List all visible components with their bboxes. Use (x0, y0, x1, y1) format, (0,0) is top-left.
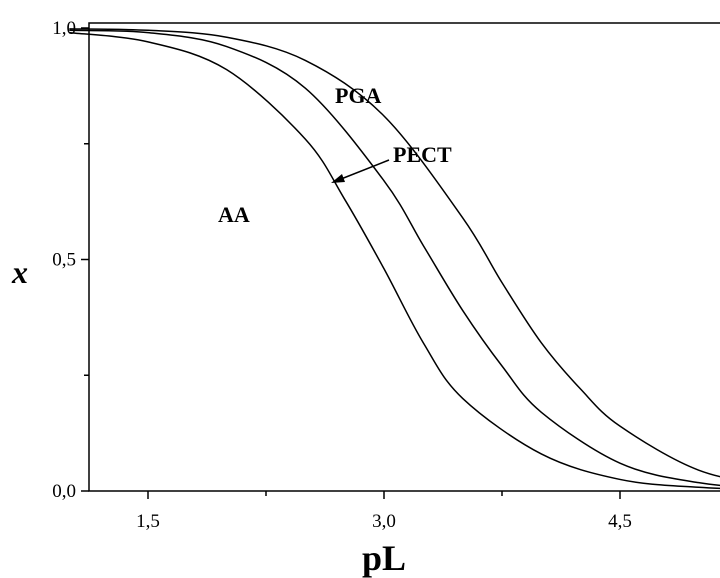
axes: 1,53,04,56,00,00,51,0 (52, 18, 632, 532)
x-tick-label: 1,5 (136, 511, 160, 532)
plot-frame (88, 22, 720, 492)
pect-arrow (331, 159, 390, 183)
label-aa: AA (218, 202, 250, 227)
series-line-aa (69, 31, 720, 490)
y-axis-title: x (11, 254, 28, 290)
y-tick-label: 0,0 (52, 481, 76, 502)
curves (69, 28, 720, 490)
label-pga: PGA (335, 83, 382, 108)
x-axis-title: pL (362, 538, 406, 578)
y-tick-label: 0,5 (52, 250, 76, 271)
x-tick-label: 3,0 (372, 511, 396, 532)
y-tick-label: 1,0 (52, 18, 76, 39)
series-line-pect (69, 29, 720, 487)
series-line-pga (69, 28, 720, 478)
label-pect: PECT (393, 142, 452, 167)
x-tick-label: 4,5 (608, 511, 632, 532)
